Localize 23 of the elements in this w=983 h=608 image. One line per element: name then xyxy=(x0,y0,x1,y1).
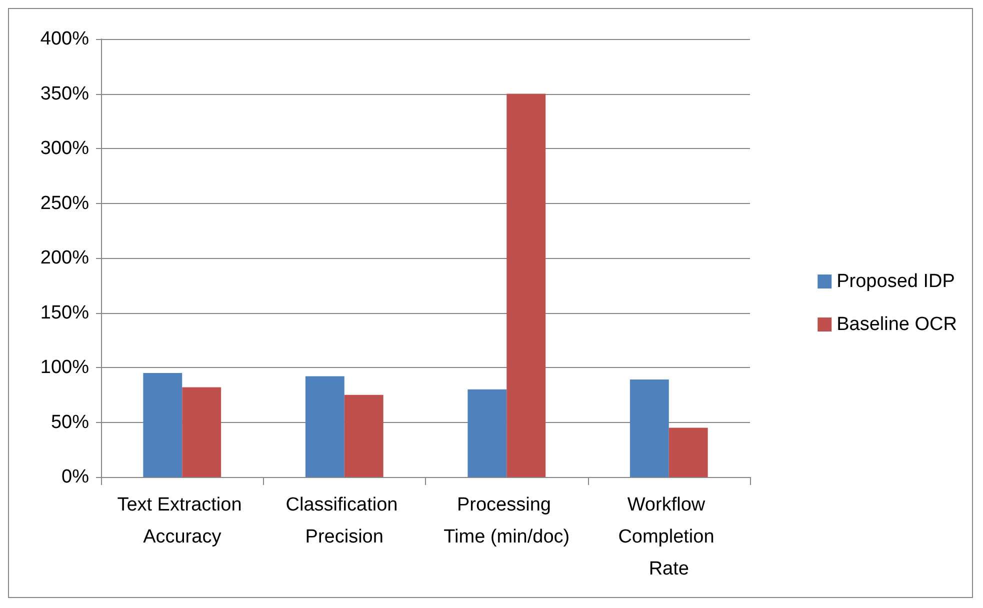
bar xyxy=(305,376,344,477)
y-tick-label: 400% xyxy=(40,28,90,50)
bar xyxy=(143,372,182,477)
bar xyxy=(506,94,546,477)
y-tick-label: 250% xyxy=(40,192,90,214)
bar xyxy=(630,380,669,477)
y-tick-label: 300% xyxy=(40,138,90,159)
x-tick-label: Classification Precision xyxy=(286,494,403,548)
y-tick-label: 50% xyxy=(50,412,90,433)
y-tick-label: 100% xyxy=(40,357,90,378)
bar xyxy=(344,394,384,477)
legend-label: Proposed IDP xyxy=(836,271,955,292)
bar xyxy=(182,387,222,477)
y-tick-label: 350% xyxy=(40,83,90,104)
y-tick-label: 200% xyxy=(40,248,90,268)
bar xyxy=(468,389,507,477)
x-tick-label: Processing Time (min/doc) xyxy=(444,494,570,548)
legend-label: Baseline OCR xyxy=(836,314,958,335)
y-tick-label: 0% xyxy=(62,466,90,488)
bar xyxy=(668,428,708,477)
x-tick-label: Workflow Completion Rate xyxy=(618,494,720,580)
y-tick-label: 150% xyxy=(40,302,90,324)
x-tick-label: Text Extraction Accuracy xyxy=(117,494,248,548)
